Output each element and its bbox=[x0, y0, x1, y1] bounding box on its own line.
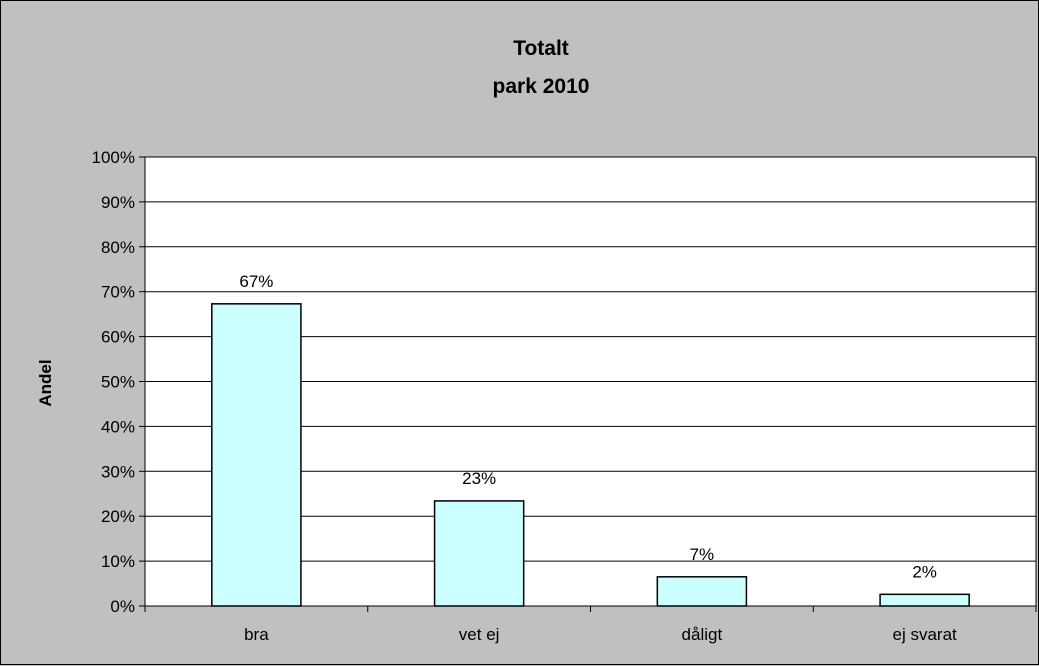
y-tick-label: 90% bbox=[101, 193, 135, 212]
bar-2 bbox=[656, 576, 748, 607]
y-tick-label: 0% bbox=[110, 597, 135, 616]
x-category-label: ej svarat bbox=[893, 625, 958, 644]
y-tick-label: 60% bbox=[101, 328, 135, 347]
y-tick-label: 50% bbox=[101, 373, 135, 392]
y-tick-label: 10% bbox=[101, 552, 135, 571]
chart-title-line-2: park 2010 bbox=[493, 75, 590, 98]
data-label: 7% bbox=[690, 545, 715, 564]
data-label: 2% bbox=[912, 562, 937, 581]
y-tick-label: 70% bbox=[101, 283, 135, 302]
y-tick-label: 100% bbox=[92, 148, 135, 167]
y-tick-label: 80% bbox=[101, 238, 135, 257]
bar-3 bbox=[879, 593, 970, 607]
x-category-label: dåligt bbox=[682, 625, 723, 644]
data-label: 67% bbox=[239, 272, 273, 291]
data-label: 23% bbox=[462, 469, 496, 488]
y-tick-label: 40% bbox=[101, 417, 135, 436]
y-tick-label: 20% bbox=[101, 507, 135, 526]
x-category-label: bra bbox=[244, 625, 269, 644]
y-tick-label: 30% bbox=[101, 462, 135, 481]
y-axis-title: Andel bbox=[36, 359, 55, 406]
bar-0 bbox=[211, 303, 302, 607]
plot-area: 0% 10% 20% 30% 40% 50% 60% 70% 80% 90% 100% 67% bra 2… bbox=[92, 148, 1037, 644]
x-category-label: vet ej bbox=[459, 625, 500, 644]
chart-title-line-1: Totalt bbox=[513, 37, 569, 60]
bar-1 bbox=[433, 500, 525, 607]
